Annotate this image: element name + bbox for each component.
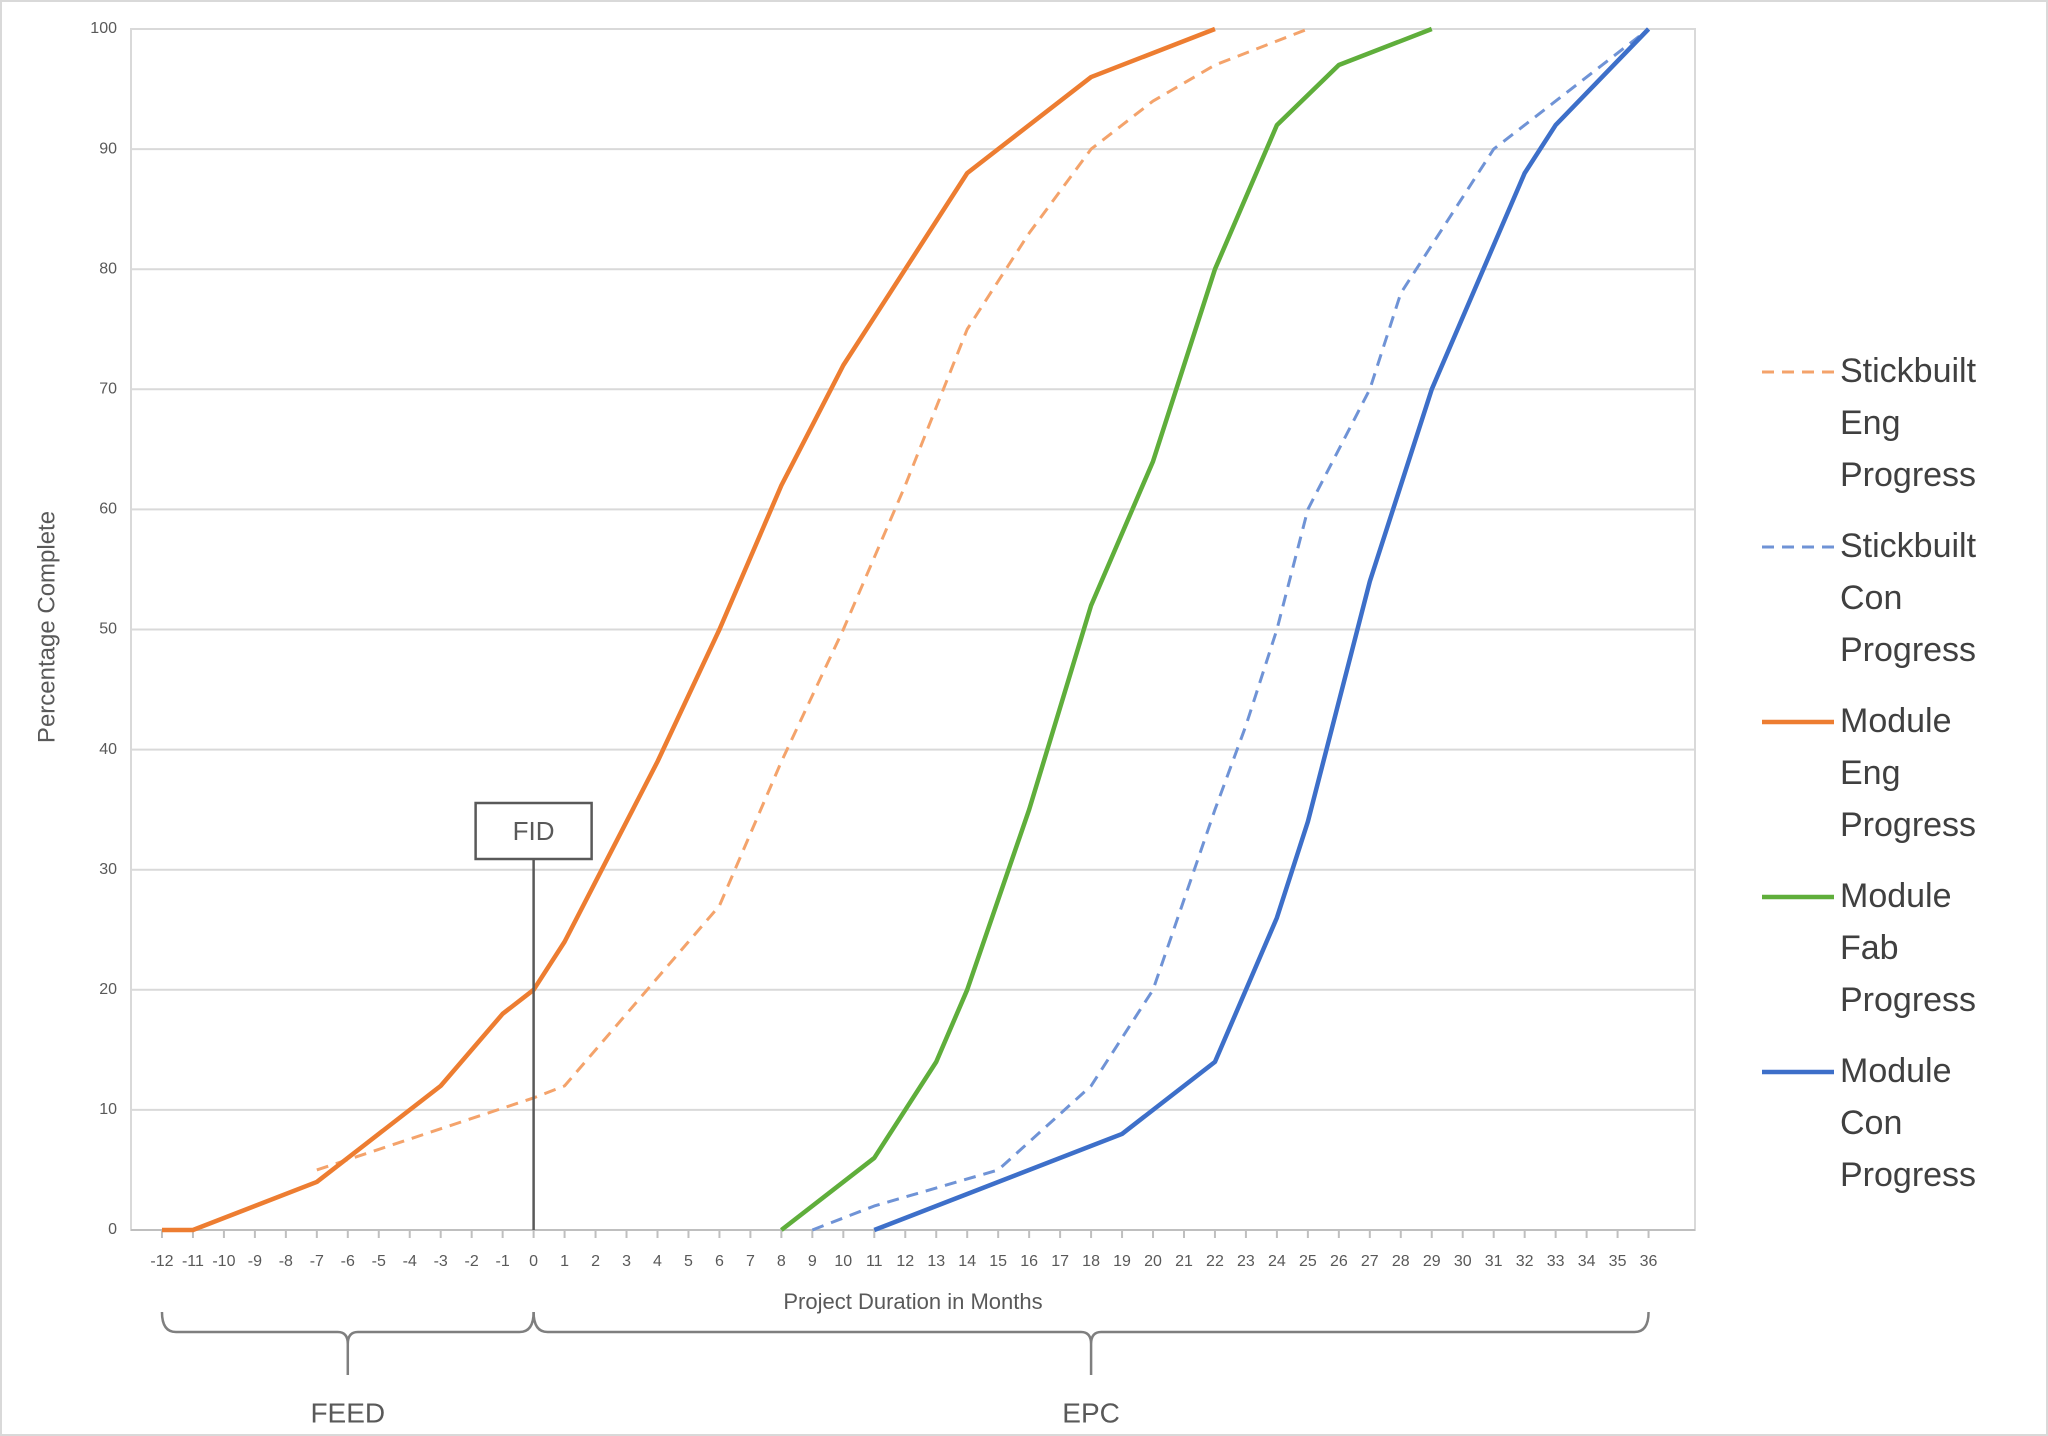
phase-label: FEED: [310, 1397, 385, 1428]
x-tick-label: 21: [1175, 1253, 1193, 1270]
legend-label: Module Con Progress: [1840, 1052, 1977, 1194]
x-tick-label: 9: [808, 1253, 817, 1270]
x-tick-label: -5: [372, 1253, 386, 1270]
x-tick-label: 28: [1392, 1253, 1410, 1270]
x-tick-label: 36: [1640, 1253, 1658, 1270]
y-tick-label: 80: [99, 260, 117, 277]
legend-entry: Stickbuilt Eng Progress: [1760, 345, 2030, 520]
x-tick-label: 13: [927, 1253, 945, 1270]
x-tick-label: 11: [866, 1253, 883, 1270]
x-tick-label: -1: [496, 1253, 510, 1270]
phase-brace: [532, 1311, 1650, 1375]
series-line: [316, 27, 1309, 1172]
legend-swatch: [1762, 545, 1834, 549]
legend-swatch: [1762, 1069, 1834, 1075]
x-tick-label: 8: [777, 1253, 786, 1270]
legend-label: Stickbuilt Con Progress: [1840, 527, 1977, 669]
legend-label: Module Eng Progress: [1840, 702, 1977, 844]
annotation-label: FID: [513, 816, 555, 846]
legend: Stickbuilt Eng Progress Stickbuilt Con Pr…: [1760, 345, 2030, 1220]
y-tick-label: 40: [99, 741, 117, 758]
x-tick-label: 29: [1423, 1253, 1441, 1270]
x-tick-label: 26: [1330, 1253, 1348, 1270]
x-tick-label: 32: [1516, 1253, 1534, 1270]
series-line: [161, 26, 1216, 1233]
x-tick-label: -11: [182, 1253, 204, 1270]
x-tick-label: 6: [715, 1253, 724, 1270]
x-tick-label: -12: [150, 1253, 173, 1270]
legend-entry: Module Con Progress: [1760, 1045, 2030, 1220]
y-tick-label: 20: [99, 981, 117, 998]
x-tick-label: 31: [1485, 1253, 1503, 1270]
x-tick-label: 25: [1299, 1253, 1317, 1270]
x-tick-label: 10: [834, 1253, 852, 1270]
y-tick-label: 0: [108, 1221, 117, 1238]
x-tick-label: 7: [746, 1253, 755, 1270]
x-tick-label: 5: [684, 1253, 693, 1270]
x-tick-label: -4: [403, 1253, 417, 1270]
x-tick-label: 20: [1144, 1253, 1162, 1270]
legend-label: Stickbuilt Eng Progress: [1840, 352, 1977, 494]
x-tick-label: -8: [279, 1253, 293, 1270]
x-tick-label: 23: [1237, 1253, 1255, 1270]
y-axis-title: Percentage Complete: [33, 511, 60, 743]
x-tick-label: 12: [896, 1253, 914, 1270]
legend-entry: Stickbuilt Con Progress: [1760, 520, 2030, 695]
y-tick-label: 10: [99, 1101, 117, 1118]
phase-brace: [160, 1311, 535, 1375]
x-tick-label: 15: [989, 1253, 1007, 1270]
x-tick-label: 30: [1454, 1253, 1472, 1270]
x-tick-label: 24: [1268, 1253, 1286, 1270]
series-line: [811, 27, 1650, 1232]
x-tick-label: 16: [1020, 1253, 1038, 1270]
x-tick-label: -10: [212, 1253, 235, 1270]
y-tick-label: 50: [99, 621, 117, 638]
x-tick-label: -3: [434, 1253, 448, 1270]
x-tick-label: 22: [1206, 1253, 1224, 1270]
legend-swatch: [1762, 894, 1834, 900]
legend-swatch: [1762, 370, 1834, 374]
x-tick-label: -7: [310, 1253, 324, 1270]
x-tick-label: 14: [958, 1253, 976, 1270]
series-line: [873, 27, 1651, 1233]
x-tick-label: -2: [465, 1253, 479, 1270]
x-tick-label: 3: [622, 1253, 631, 1270]
y-tick-label: 30: [99, 861, 117, 878]
x-tick-label: 1: [560, 1253, 569, 1270]
legend-entry: Module Fab Progress: [1760, 870, 2030, 1045]
x-tick-label: 18: [1082, 1253, 1100, 1270]
x-tick-label: 34: [1578, 1253, 1596, 1270]
x-tick-label: 27: [1361, 1253, 1379, 1270]
x-tick-label: 0: [529, 1253, 538, 1270]
x-tick-label: 19: [1113, 1253, 1131, 1270]
x-tick-label: 4: [653, 1253, 662, 1270]
y-tick-label: 70: [99, 381, 117, 398]
annotation-box: [474, 801, 593, 861]
series-line: [779, 26, 1433, 1232]
y-tick-label: 60: [99, 501, 117, 518]
x-tick-label: 35: [1609, 1253, 1627, 1270]
x-tick-label: 33: [1547, 1253, 1565, 1270]
y-tick-label: 100: [90, 20, 117, 37]
x-tick-label: 2: [591, 1253, 600, 1270]
legend-entry: Module Eng Progress: [1760, 695, 2030, 870]
x-tick-label: -9: [248, 1253, 262, 1270]
x-axis-title: Project Duration in Months: [783, 1289, 1042, 1314]
legend-label: Module Fab Progress: [1840, 877, 1977, 1019]
phase-label: EPC: [1062, 1397, 1120, 1428]
legend-swatch: [1762, 719, 1834, 725]
y-tick-label: 90: [99, 140, 117, 157]
x-tick-label: 17: [1051, 1253, 1069, 1270]
x-tick-label: -6: [341, 1253, 355, 1270]
